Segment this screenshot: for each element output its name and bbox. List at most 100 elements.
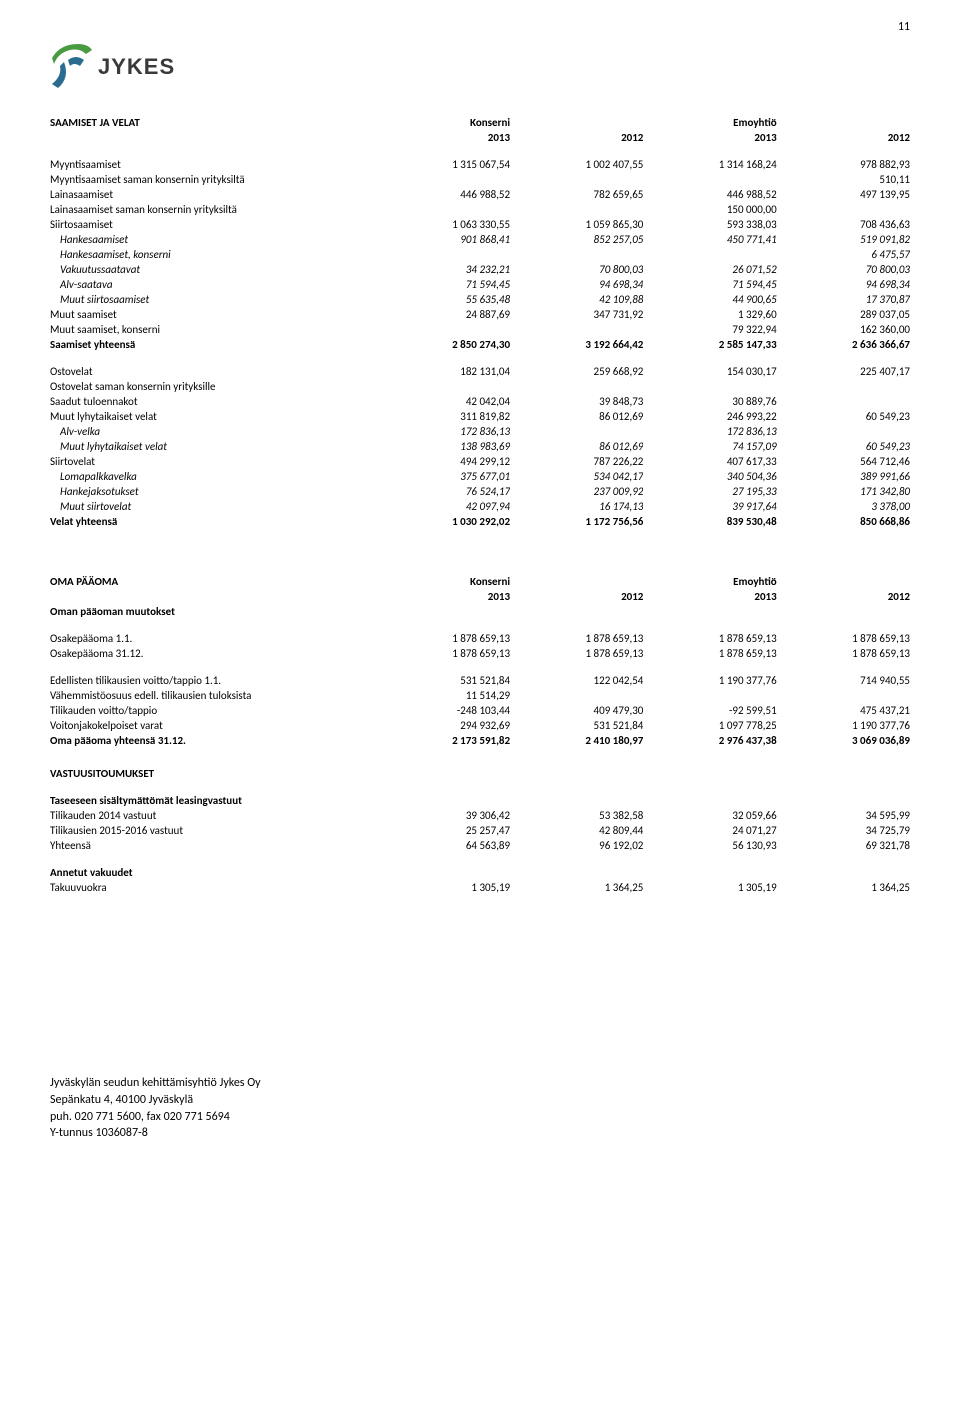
svg-text:JYKES: JYKES xyxy=(98,54,175,79)
row-value: 978 882,93 xyxy=(777,157,910,172)
row-value: 1 878 659,13 xyxy=(510,646,643,661)
row-label: Ostovelat xyxy=(50,364,377,379)
row-value xyxy=(510,202,643,217)
row-value: 2 976 437,38 xyxy=(643,733,776,748)
row-value: 1 878 659,13 xyxy=(777,631,910,646)
row-value: 708 436,63 xyxy=(777,217,910,232)
row-value xyxy=(777,394,910,409)
row-value xyxy=(777,688,910,703)
row-label: Myyntisaamiset xyxy=(50,157,377,172)
row-label: Lainasaamiset xyxy=(50,187,377,202)
row-label: Yhteensä xyxy=(50,838,377,853)
row-value xyxy=(777,424,910,439)
row-value: 289 037,05 xyxy=(777,307,910,322)
row-value: 389 991,66 xyxy=(777,469,910,484)
row-value: 53 382,58 xyxy=(510,808,643,823)
row-value: 162 360,00 xyxy=(777,322,910,337)
row-value: 1 305,19 xyxy=(377,880,510,895)
row-value xyxy=(377,202,510,217)
row-label: Osakepääoma 31.12. xyxy=(50,646,377,661)
row-value: 1 878 659,13 xyxy=(643,646,776,661)
row-label: Hankejaksotukset xyxy=(50,484,377,499)
table-row: Hankesaamiset, konserni6 475,57 xyxy=(50,247,910,262)
row-value: 1 878 659,13 xyxy=(643,631,776,646)
table-row: Muut saamiset24 887,69347 731,921 329,60… xyxy=(50,307,910,322)
row-value: -92 599,51 xyxy=(643,703,776,718)
table-row: Vähemmistöosuus edell. tilikausien tulok… xyxy=(50,688,910,703)
row-value: 42 809,44 xyxy=(510,823,643,838)
row-value: 1 314 168,24 xyxy=(643,157,776,172)
row-label: Hankesaamiset, konserni xyxy=(50,247,377,262)
row-value: 44 900,65 xyxy=(643,292,776,307)
row-value: 1 878 659,13 xyxy=(777,646,910,661)
row-value: 3 069 036,89 xyxy=(777,733,910,748)
row-value: 76 524,17 xyxy=(377,484,510,499)
row-value: 69 321,78 xyxy=(777,838,910,853)
table-row: Edellisten tilikausien voitto/tappio 1.1… xyxy=(50,673,910,688)
table-row: Yhteensä64 563,8996 192,0256 130,9369 32… xyxy=(50,838,910,853)
group-konserni: Konserni xyxy=(377,115,510,130)
row-value: 86 012,69 xyxy=(510,409,643,424)
table-row: Alv-velka172 836,13172 836,13 xyxy=(50,424,910,439)
logo: JYKES xyxy=(50,40,910,90)
row-label: Tilikauden 2014 vastuut xyxy=(50,808,377,823)
row-value: 450 771,41 xyxy=(643,232,776,247)
row-value: 407 617,33 xyxy=(643,454,776,469)
group-emoyhtio: Emoyhtiö xyxy=(643,574,776,589)
row-value: 71 594,45 xyxy=(377,277,510,292)
row-value: 42 042,04 xyxy=(377,394,510,409)
page-number: 11 xyxy=(898,20,910,34)
row-label: Muut saamiset, konserni xyxy=(50,322,377,337)
row-label: Muut lyhytaikaiset velat xyxy=(50,409,377,424)
footer: Jyväskylän seudun kehittämisyhtiö Jykes … xyxy=(50,1075,910,1142)
year-col: 2012 xyxy=(777,589,910,604)
row-value: 86 012,69 xyxy=(510,439,643,454)
table-row: Myyntisaamiset1 315 067,541 002 407,551 … xyxy=(50,157,910,172)
row-value xyxy=(643,379,776,394)
table-row: Muut siirtovelat42 097,9416 174,1339 917… xyxy=(50,499,910,514)
row-value: 347 731,92 xyxy=(510,307,643,322)
row-value: 510,11 xyxy=(777,172,910,187)
row-value: 475 437,21 xyxy=(777,703,910,718)
row-label: Muut lyhytaikaiset velat xyxy=(50,439,377,454)
row-value: 1 364,25 xyxy=(510,880,643,895)
jykes-logo-icon: JYKES xyxy=(50,40,180,90)
row-value xyxy=(510,322,643,337)
table-row: Tilikausien 2015-2016 vastuut25 257,4742… xyxy=(50,823,910,838)
row-value: 70 800,03 xyxy=(777,262,910,277)
row-value: 172 836,13 xyxy=(643,424,776,439)
row-value: 531 521,84 xyxy=(510,718,643,733)
row-label: Saadut tuloennakot xyxy=(50,394,377,409)
table-row: Siirtovelat494 299,12787 226,22407 617,3… xyxy=(50,454,910,469)
row-value: 25 257,47 xyxy=(377,823,510,838)
row-label: Siirtosaamiset xyxy=(50,217,377,232)
row-value xyxy=(510,247,643,262)
row-value: 850 668,86 xyxy=(777,514,910,529)
row-value: 172 836,13 xyxy=(377,424,510,439)
row-value: 225 407,17 xyxy=(777,364,910,379)
row-label: Vähemmistöosuus edell. tilikausien tulok… xyxy=(50,688,377,703)
row-value: 564 712,46 xyxy=(777,454,910,469)
table-row: Ostovelat182 131,04259 668,92154 030,172… xyxy=(50,364,910,379)
row-label: Edellisten tilikausien voitto/tappio 1.1… xyxy=(50,673,377,688)
year-col: 2013 xyxy=(377,589,510,604)
row-value: 39 848,73 xyxy=(510,394,643,409)
year-col: 2012 xyxy=(777,130,910,145)
row-value xyxy=(377,172,510,187)
row-value: 593 338,03 xyxy=(643,217,776,232)
row-value: 409 479,30 xyxy=(510,703,643,718)
vakuudet-subhead: Annetut vakuudet xyxy=(50,865,377,880)
table-row: Lainasaamiset saman konsernin yrityksilt… xyxy=(50,202,910,217)
row-value: 1 063 330,55 xyxy=(377,217,510,232)
footer-company: Jyväskylän seudun kehittämisyhtiö Jykes … xyxy=(50,1075,910,1092)
row-value: 55 635,48 xyxy=(377,292,510,307)
year-col: 2012 xyxy=(510,130,643,145)
row-value: 17 370,87 xyxy=(777,292,910,307)
row-value: 782 659,65 xyxy=(510,187,643,202)
row-value xyxy=(377,247,510,262)
row-value: 34 725,79 xyxy=(777,823,910,838)
row-value: 1 878 659,13 xyxy=(377,646,510,661)
row-value: 494 299,12 xyxy=(377,454,510,469)
row-value: 70 800,03 xyxy=(510,262,643,277)
row-value xyxy=(777,202,910,217)
